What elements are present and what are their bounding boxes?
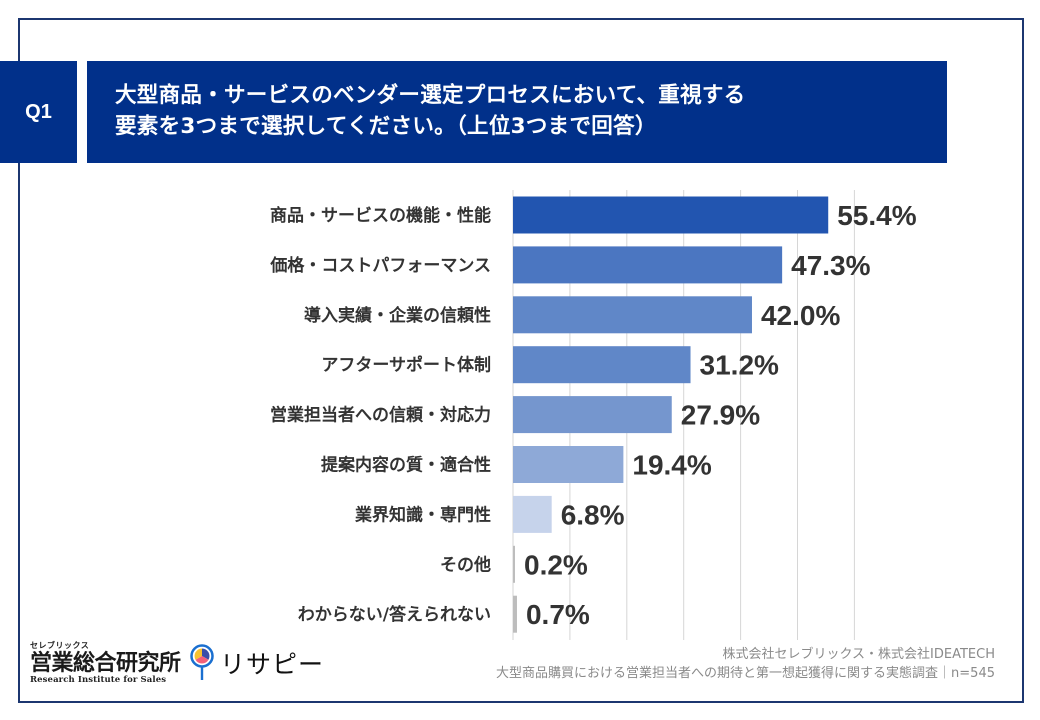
logo-kana: セレブリックス — [30, 641, 90, 650]
value-label: 6.8% — [561, 499, 625, 530]
bar-8 — [513, 595, 517, 633]
category-label: 提案内容の質・適合性 — [321, 455, 491, 476]
category-label: 商品・サービスの機能・性能 — [270, 205, 491, 226]
question-title-line-1: 大型商品・サービスのベンダー選定プロセスにおいて、重視する — [115, 83, 746, 108]
category-label: アフターサポート体制 — [321, 355, 491, 376]
question-title-line-2: 要素を3つまで選択してください。（上位3つまで回答） — [115, 114, 657, 139]
map-pin-pie-icon — [190, 644, 214, 680]
bar-3 — [513, 346, 691, 384]
category-label: 導入実績・企業の信頼性 — [304, 305, 491, 326]
category-label: わからない/答えられない — [298, 604, 491, 625]
logo-english: Research Institute for Sales — [30, 675, 167, 685]
question-badge: Q1 — [0, 61, 77, 163]
value-label: 31.2% — [700, 350, 779, 381]
risapi-logo: リサピー — [190, 644, 324, 682]
category-label: 業界知識・専門性 — [355, 504, 491, 525]
category-label: 営業担当者への信頼・対応力 — [270, 405, 491, 426]
chart-frame — [18, 18, 1024, 703]
value-label: 42.0% — [761, 300, 840, 331]
footer-source: 株式会社セレブリックス・株式会社IDEATECH 大型商品購買における営業担当者… — [496, 645, 995, 683]
value-label: 27.9% — [681, 400, 760, 431]
category-label: 価格・コストパフォーマンス — [269, 255, 491, 276]
value-label: 55.4% — [837, 200, 916, 231]
footer-survey: 大型商品購買における営業担当者への期待と第一想起獲得に関する実態調査｜n=545 — [496, 666, 995, 681]
value-label: 47.3% — [791, 250, 870, 281]
bars — [513, 196, 829, 633]
category-label: その他 — [440, 554, 491, 575]
bar-1 — [513, 246, 783, 284]
value-label: 19.4% — [632, 450, 711, 481]
bar-4 — [513, 396, 672, 434]
value-label: 0.7% — [526, 599, 590, 630]
value-label: 0.2% — [524, 549, 588, 580]
question-number: Q1 — [25, 100, 52, 123]
research-institute-logo: セレブリックス 営業総合研究所 Research Institute for S… — [30, 640, 181, 685]
footer-companies: 株式会社セレブリックス・株式会社IDEATECH — [722, 647, 995, 662]
bar-7 — [513, 545, 515, 583]
bar-0 — [513, 196, 829, 234]
labels: 商品・サービスの機能・性能 55.4% 価格・コストパフォーマンス 47.3% 導入実績… — [269, 200, 916, 630]
bar-6 — [513, 495, 552, 533]
service-name: リサピー — [220, 650, 325, 679]
bar-2 — [513, 296, 752, 334]
bar-5 — [513, 446, 624, 483]
question-title: 大型商品・サービスのベンダー選定プロセスにおいて、重視する 要素を3つまで選択し… — [87, 61, 947, 163]
logo-main: 営業総合研究所 — [30, 650, 181, 676]
